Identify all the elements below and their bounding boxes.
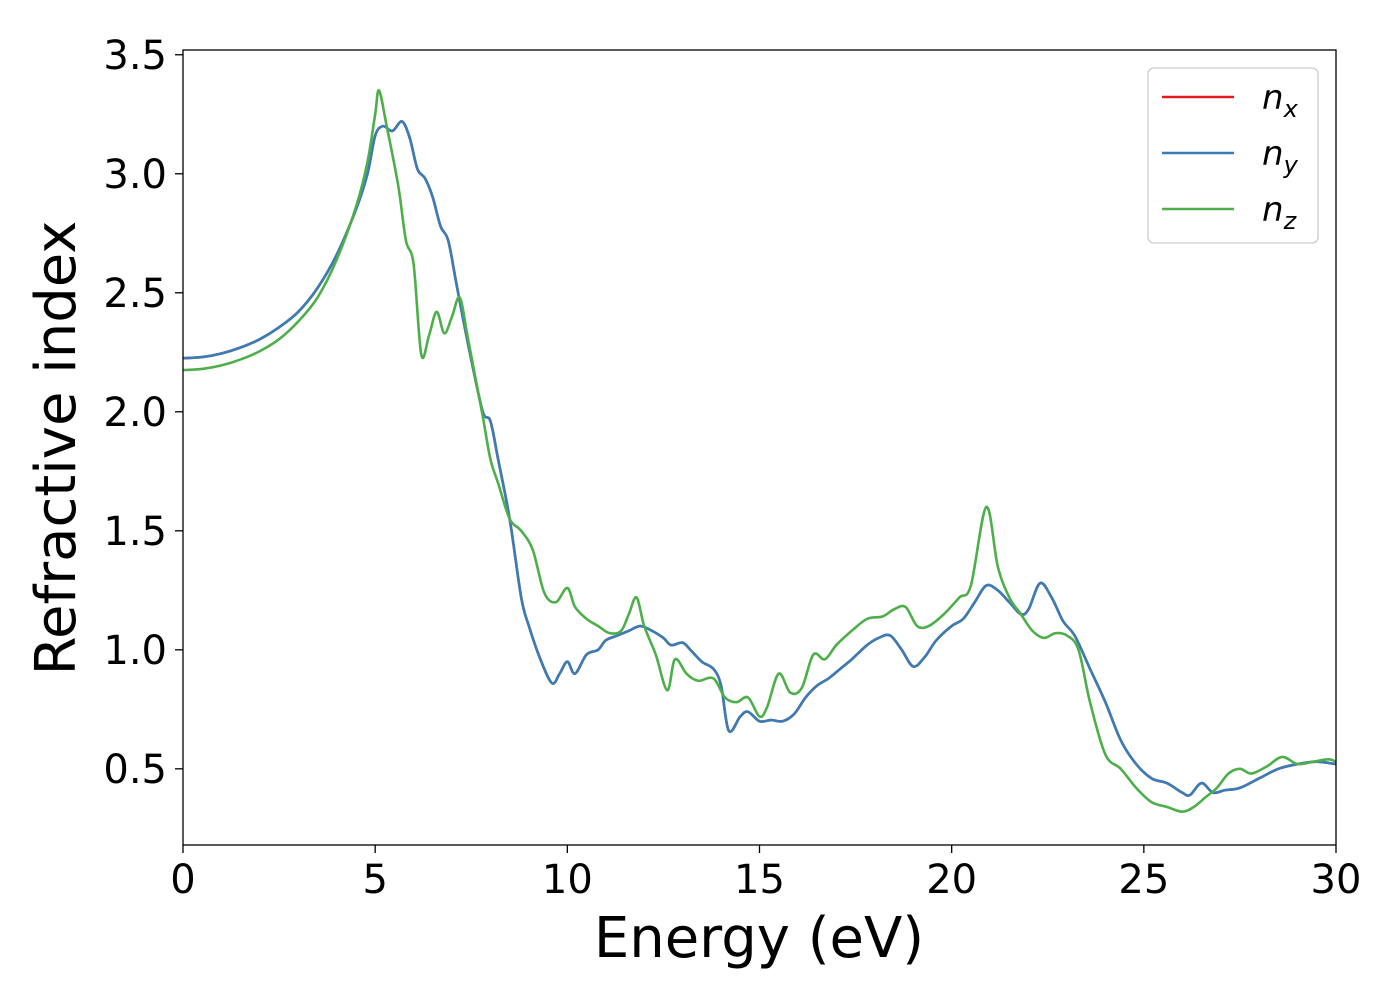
y-tick-label: 2.5 xyxy=(103,271,167,317)
legend-label-nx: nx xyxy=(1262,78,1299,123)
y-tick-label: 1.0 xyxy=(103,628,167,674)
legend-label-ny: ny xyxy=(1262,134,1299,179)
y-tick-label: 2.0 xyxy=(103,390,167,436)
y-axis-title: Refractive index xyxy=(24,221,89,676)
x-tick-label: 0 xyxy=(170,857,195,903)
y-tick-label: 1.5 xyxy=(103,509,167,555)
y-tick-label: 0.5 xyxy=(103,747,167,793)
x-axis-title: Energy (eV) xyxy=(594,906,924,971)
series-line-n-y xyxy=(183,120,1336,797)
x-tick-label: 20 xyxy=(926,857,977,903)
series-layer xyxy=(183,89,1336,813)
x-tick-label: 25 xyxy=(1118,857,1169,903)
legend-box xyxy=(1147,67,1319,244)
x-axis-ticks: 0 5 10 15 20 25 30 xyxy=(170,845,1361,903)
x-tick-label: 30 xyxy=(1311,857,1362,903)
x-tick-label: 5 xyxy=(362,857,387,903)
legend: nx ny nz xyxy=(1147,67,1319,244)
x-tick-label: 10 xyxy=(542,857,593,903)
y-axis-ticks: 0.5 1.0 1.5 2.0 2.5 3.0 3.5 xyxy=(103,33,183,793)
x-tick-label: 15 xyxy=(734,857,785,903)
y-tick-label: 3.0 xyxy=(103,152,167,198)
legend-label-nz: nz xyxy=(1262,190,1298,235)
y-tick-label: 3.5 xyxy=(103,33,167,79)
series-line-n-z xyxy=(183,89,1336,813)
